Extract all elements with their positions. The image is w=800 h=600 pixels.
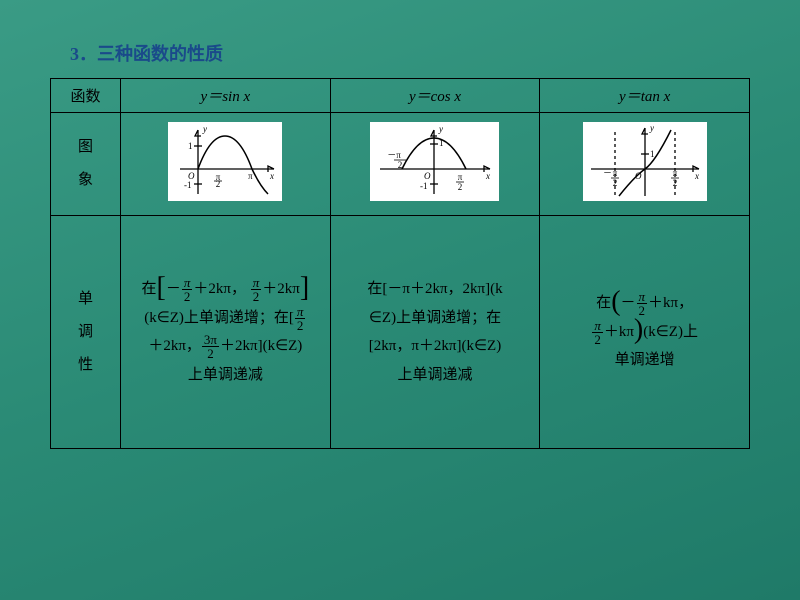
svg-text:1: 1	[650, 149, 655, 159]
sin-t5: ＋2kπ，	[148, 338, 201, 354]
cos-t4: 上单调递减	[397, 367, 472, 383]
svg-text:1: 1	[188, 141, 193, 151]
sin-graph-svg: y 1 -1 O π2 π x	[170, 124, 280, 199]
frac-pi5: π	[592, 319, 603, 333]
graph-tan-cell: y 1 O － π 2 π 2 x	[540, 113, 750, 216]
cos-t3: [2kπ，π＋2kπ](k∈Z)	[369, 338, 501, 354]
header-func: 函数	[51, 79, 121, 113]
svg-text:x: x	[694, 171, 699, 181]
svg-text:y: y	[649, 124, 654, 133]
monotonicity-row: 单 调 性 在[－π2＋2kπ， π2＋2kπ] (k∈Z)上单调递增；在[π2…	[51, 216, 750, 449]
cos-t2: ∈Z)上单调递增；在	[369, 310, 501, 326]
graph-label-1: 图	[78, 139, 93, 155]
svg-text:2: 2	[672, 178, 677, 188]
slide-body: 3．三种函数的性质 函数 y＝sin x y＝cos x y＝tan x 图 象	[0, 0, 800, 479]
svg-text:O: O	[635, 171, 642, 181]
svg-text:1: 1	[439, 138, 444, 148]
header-sin: y＝sin x	[121, 79, 331, 113]
svg-text:x: x	[485, 171, 490, 181]
frac-pi4: π	[637, 290, 648, 304]
svg-text:－: －	[603, 168, 612, 178]
graph-sin-cell: y 1 -1 O π2 π x	[121, 113, 331, 216]
svg-text:－π: －π	[388, 150, 402, 160]
tan-t4: (k∈Z)上	[643, 324, 698, 340]
frac-2: 2	[182, 290, 193, 303]
mono-label-3: 性	[78, 357, 93, 373]
graph-cos-cell: y 1 -1 O －π 2 π 2 x	[330, 113, 540, 216]
graph-tan: y 1 O － π 2 π 2 x	[583, 122, 707, 201]
mono-label-2: 调	[78, 324, 93, 340]
frac-pi3: π	[295, 305, 306, 319]
frac-pi2: π	[251, 276, 262, 290]
graph-cos: y 1 -1 O －π 2 π 2 x	[370, 122, 499, 201]
tan-graph-svg: y 1 O － π 2 π 2 x	[585, 124, 705, 199]
cos-graph-svg: y 1 -1 O －π 2 π 2 x	[372, 124, 497, 199]
tan-t2: ＋kπ，	[648, 295, 693, 311]
frac-3pi: 3π	[202, 333, 219, 347]
functions-table: 函数 y＝sin x y＝cos x y＝tan x 图 象	[50, 78, 750, 449]
sin-t4: (k∈Z)上单调递增；在[	[144, 310, 294, 326]
graph-sin: y 1 -1 O π2 π x	[168, 122, 282, 201]
tan-t1: 在	[596, 295, 611, 311]
graph-label-2: 象	[78, 172, 93, 188]
svg-text:O: O	[188, 171, 195, 181]
sin-t6: ＋2kπ](k∈Z)	[220, 338, 302, 354]
svg-text:2: 2	[458, 182, 463, 192]
row-label-mono: 单 调 性	[51, 216, 121, 449]
tan-t3: ＋kπ	[604, 324, 634, 340]
sin-t1: 在	[142, 281, 157, 297]
svg-text:2: 2	[398, 160, 403, 170]
svg-text:-1: -1	[184, 180, 192, 190]
frac-pi: π	[182, 276, 193, 290]
tan-t5: 单调递增	[615, 352, 675, 368]
svg-text:y: y	[202, 124, 207, 134]
svg-text:π2: π2	[216, 172, 221, 189]
graph-row: 图 象	[51, 113, 750, 216]
frac-2b: 2	[251, 290, 262, 303]
sin-t2: ＋2kπ，	[193, 281, 246, 297]
header-tan: y＝tan x	[540, 79, 750, 113]
header-cos: y＝cos x	[330, 79, 540, 113]
frac-2d: 2	[202, 347, 219, 360]
cos-t1: 在[－π＋2kπ，2kπ](k	[367, 281, 502, 297]
mono-cos: 在[－π＋2kπ，2kπ](k ∈Z)上单调递增；在 [2kπ，π＋2kπ](k…	[330, 216, 540, 449]
sin-t7: 上单调递减	[188, 367, 263, 383]
header-row: 函数 y＝sin x y＝cos x y＝tan x	[51, 79, 750, 113]
svg-text:y: y	[438, 124, 443, 134]
sin-t3: ＋2kπ	[262, 281, 300, 297]
svg-text:x: x	[269, 171, 274, 181]
row-label-graph: 图 象	[51, 113, 121, 216]
svg-text:-1: -1	[420, 181, 428, 191]
svg-text:π: π	[248, 171, 253, 181]
svg-text:2: 2	[612, 178, 617, 188]
mono-tan: 在(－π2＋kπ， π2＋kπ)(k∈Z)上 单调递增	[540, 216, 750, 449]
svg-text:π: π	[672, 168, 677, 178]
frac-2f: 2	[592, 333, 603, 346]
mono-sin: 在[－π2＋2kπ， π2＋2kπ] (k∈Z)上单调递增；在[π2 ＋2kπ，…	[121, 216, 331, 449]
frac-2c: 2	[295, 319, 306, 332]
section-title: 3．三种函数的性质	[70, 40, 750, 66]
svg-text:π: π	[612, 168, 617, 178]
svg-text:π: π	[458, 172, 463, 182]
svg-text:O: O	[424, 171, 431, 181]
mono-label-1: 单	[78, 291, 93, 307]
